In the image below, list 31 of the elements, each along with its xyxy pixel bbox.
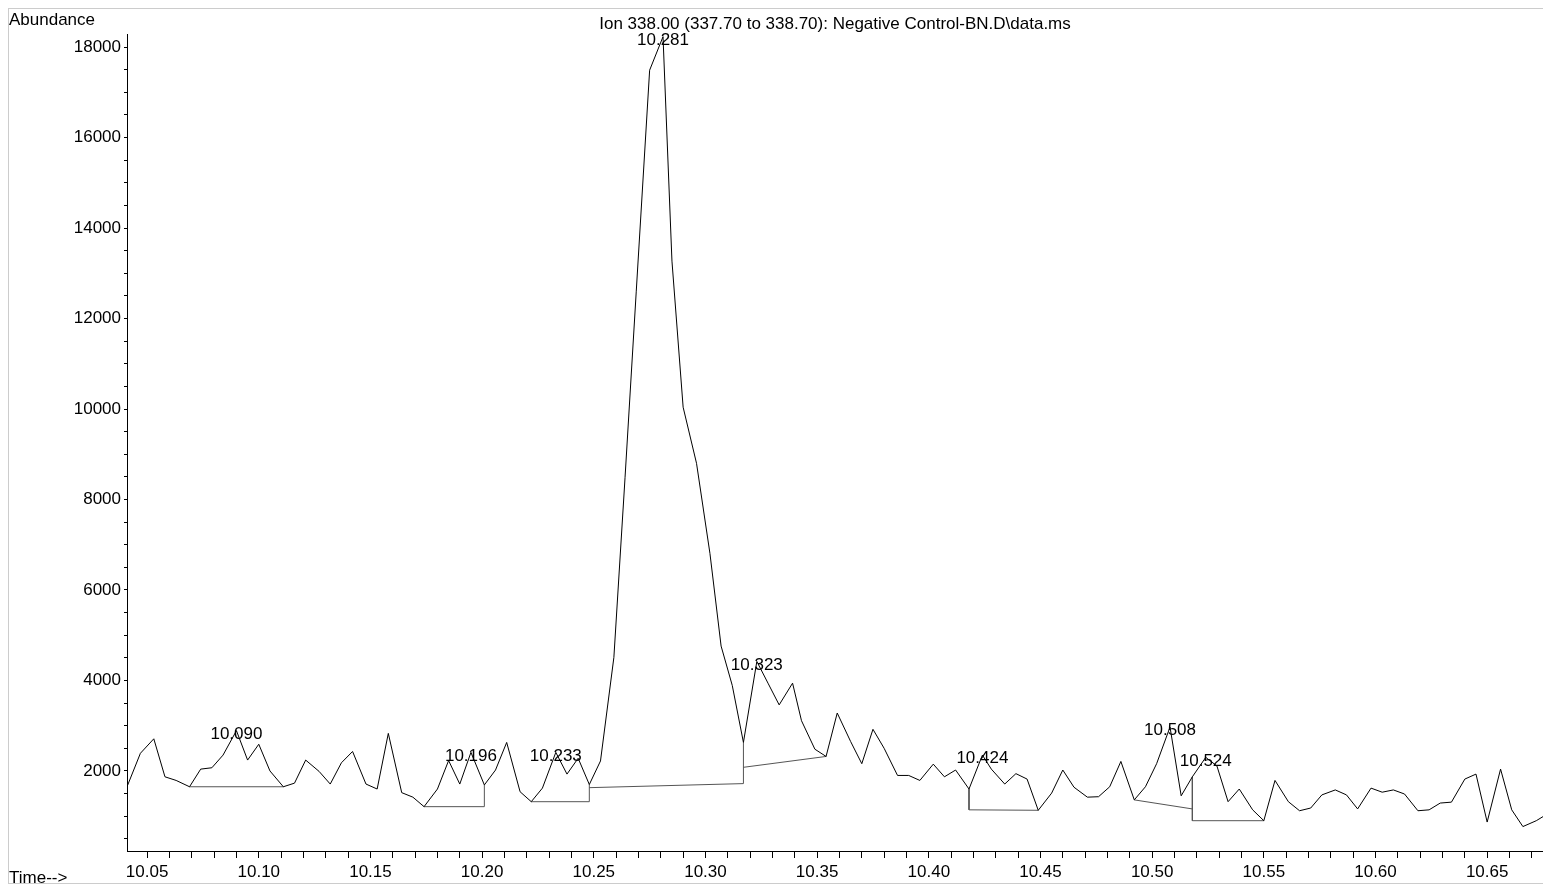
annotation: 10.424 <box>956 748 1009 768</box>
x-tick-label: 10.25 <box>572 861 616 881</box>
annotation: 10.323 <box>730 654 783 674</box>
y-tick-label: 2000 <box>83 760 121 780</box>
y-tick-label: 6000 <box>83 579 121 599</box>
x-tick-label: 10.50 <box>1130 861 1174 881</box>
x-tick-label: 10.15 <box>349 861 392 881</box>
x-tick-label: 10.45 <box>1019 861 1062 881</box>
annotation: 10.524 <box>1179 750 1232 770</box>
y-tick-label: 18000 <box>73 36 121 56</box>
x-axis-title: Time--> <box>9 867 68 887</box>
annotation: 10.196 <box>444 745 497 765</box>
x-tick-label: 10.20 <box>460 861 504 881</box>
x-tick-label: 10.60 <box>1354 861 1397 881</box>
annotation: 10.090 <box>210 723 263 743</box>
y-tick-label: 12000 <box>73 308 121 328</box>
y-tick-label: 10000 <box>73 398 121 418</box>
y-tick-label: 4000 <box>83 670 121 690</box>
x-tick-label: 10.65 <box>1465 861 1509 881</box>
y-axis-title: Abundance <box>9 9 96 29</box>
x-tick-label: 10.30 <box>684 861 727 881</box>
x-tick-label: 10.40 <box>907 861 951 881</box>
annotation: 10.233 <box>529 745 582 765</box>
x-tick-label: 10.10 <box>237 861 281 881</box>
x-tick-label: 10.05 <box>125 861 169 881</box>
annotation: 10.508 <box>1144 720 1197 740</box>
y-tick-label: 14000 <box>73 217 121 237</box>
x-tick-label: 10.35 <box>795 861 839 881</box>
x-tick-label: 10.55 <box>1242 861 1286 881</box>
y-tick-label: 16000 <box>73 127 121 147</box>
y-tick-label: 8000 <box>83 489 121 509</box>
